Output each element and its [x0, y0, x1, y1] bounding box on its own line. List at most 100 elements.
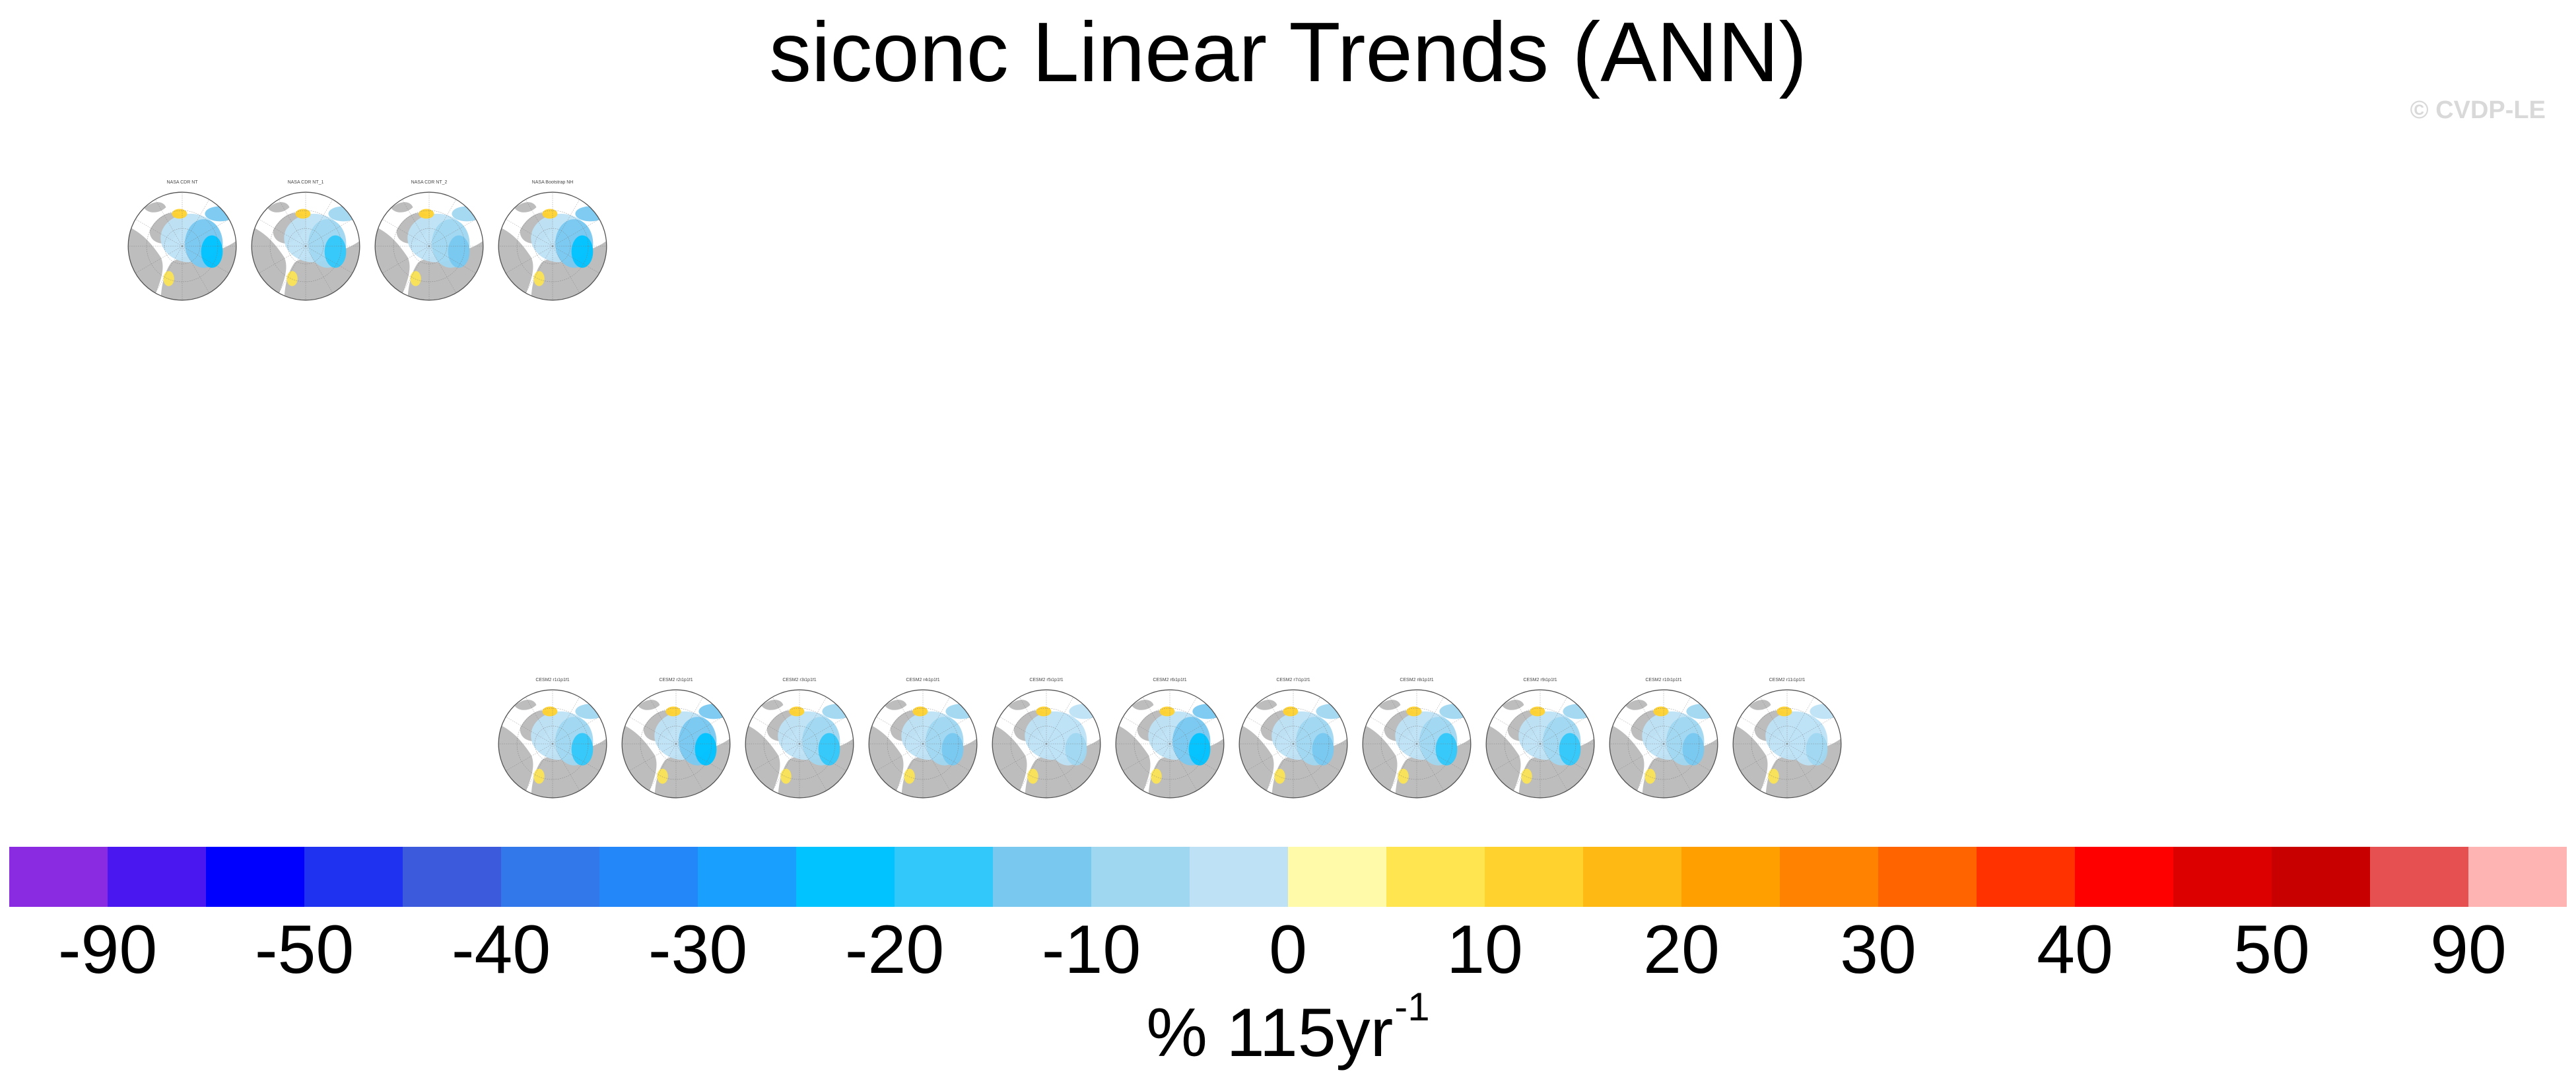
- longitude-line: [506, 246, 553, 274]
- colorbar-tick-label: 10: [1446, 911, 1523, 988]
- longitude-line: [552, 716, 599, 744]
- longitude-line: [1123, 743, 1170, 772]
- colorbar-tick-label: 90: [2430, 911, 2507, 988]
- longitude-line: [182, 246, 229, 274]
- colorbar-swatch: [698, 847, 797, 907]
- land-arctic-islands: [1132, 700, 1154, 710]
- longitude-line: [259, 246, 306, 274]
- trend-field-pacific: [328, 206, 359, 222]
- trend-field-pacific: [945, 704, 976, 719]
- longitude-line: [772, 743, 800, 791]
- trend-field-strong: [324, 235, 347, 268]
- colorbar-tick-label: -50: [254, 911, 355, 988]
- polar-map: [1362, 689, 1472, 799]
- colorbar-tick-label: -10: [1041, 911, 1141, 988]
- trend-field-positive: [295, 209, 311, 219]
- longitude-line: [1416, 697, 1444, 744]
- polar-map: [868, 689, 978, 799]
- trend-field-positive-small: [163, 271, 174, 286]
- longitude-line: [1416, 716, 1464, 744]
- colorbar-swatch: [2173, 847, 2272, 907]
- trend-field-positive-small: [1274, 768, 1285, 784]
- trend-field-positive: [1777, 706, 1792, 717]
- longitude-line: [772, 697, 800, 744]
- colorbar-swatch: [1386, 847, 1485, 907]
- colorbar-tick-label: -90: [57, 911, 158, 988]
- longitude-line: [1493, 743, 1541, 772]
- panel-caption: CESM2 r1i1p1f1: [535, 678, 570, 682]
- colorbar-swatch: [1091, 847, 1190, 907]
- panel-caption: CESM2 r2i1p1f1: [659, 678, 693, 682]
- longitude-line: [1740, 716, 1788, 744]
- polar-map-panel: NASA Bootstrap NH: [493, 180, 612, 306]
- trend-field-strong: [571, 733, 593, 766]
- longitude-line: [1740, 743, 1788, 772]
- longitude-line: [1293, 743, 1321, 791]
- colorbar-tick-label: -30: [648, 911, 748, 988]
- longitude-line: [1000, 743, 1047, 772]
- colorbar-swatch: [9, 847, 108, 907]
- longitude-line: [305, 246, 353, 274]
- longitude-line: [895, 697, 924, 744]
- land-arctic-islands: [514, 202, 537, 213]
- polar-map-panel: CESM2 r7i1p1f1: [1234, 678, 1353, 803]
- map-border: [868, 689, 978, 799]
- longitude-line: [552, 743, 580, 791]
- land-arctic-islands: [638, 700, 660, 710]
- panel-caption: NASA Bootstrap NH: [531, 180, 574, 185]
- trend-field-pacific: [1810, 704, 1841, 719]
- longitude-line: [753, 743, 800, 772]
- polar-map-panel: CESM2 r9i1p1f1: [1481, 678, 1600, 803]
- longitude-line: [154, 199, 183, 247]
- land-arctic-islands: [267, 202, 290, 213]
- land-arctic-islands: [1008, 700, 1031, 710]
- polar-map-panel: NASA CDR NT_1: [246, 180, 365, 306]
- longitude-line: [1046, 716, 1093, 744]
- trend-field-pacific: [1686, 704, 1717, 719]
- map-border: [992, 689, 1101, 799]
- panel-caption: CESM2 r9i1p1f1: [1523, 678, 1557, 682]
- longitude-line: [1169, 743, 1198, 791]
- trend-field-positive: [172, 209, 187, 219]
- longitude-line: [506, 743, 553, 772]
- polar-map: [1609, 689, 1718, 799]
- longitude-line: [428, 246, 476, 274]
- longitude-line: [259, 218, 306, 247]
- longitude-line: [629, 716, 677, 744]
- longitude-line: [1266, 697, 1294, 744]
- land-arctic-islands: [1255, 700, 1277, 710]
- polar-map: [1485, 689, 1595, 799]
- longitude-line: [525, 743, 553, 791]
- trend-field-strong: [201, 235, 223, 268]
- longitude-line: [1759, 743, 1788, 791]
- map-border: [1732, 689, 1842, 799]
- longitude-line: [675, 716, 723, 744]
- polar-map: [127, 191, 237, 301]
- polar-map-panel: CESM2 r10i1p1f1: [1604, 678, 1723, 803]
- trend-field-positive-small: [533, 271, 545, 286]
- trend-field-positive-small: [780, 768, 792, 784]
- longitude-line: [1389, 697, 1417, 744]
- longitude-line: [1293, 697, 1321, 744]
- colorbar: [9, 847, 2567, 907]
- panel-caption: CESM2 r5i1p1f1: [1029, 678, 1064, 682]
- longitude-line: [428, 218, 476, 247]
- longitude-line: [525, 246, 553, 293]
- polar-map: [1732, 689, 1842, 799]
- colorbar-swatch: [2075, 847, 2174, 907]
- trend-field-positive-small: [1768, 768, 1779, 784]
- longitude-line: [1759, 697, 1788, 744]
- longitude-line: [1786, 743, 1815, 791]
- land-arctic-islands: [1502, 700, 1524, 710]
- longitude-line: [675, 743, 704, 791]
- trend-field-pacific: [1563, 704, 1594, 719]
- map-border: [374, 191, 484, 301]
- trend-field-pacific: [698, 704, 729, 719]
- polar-map: [251, 191, 360, 301]
- land-arctic-islands: [885, 700, 907, 710]
- longitude-line: [552, 199, 580, 247]
- map-border: [498, 689, 607, 799]
- polar-map: [992, 689, 1101, 799]
- longitude-line: [1416, 743, 1444, 791]
- panel-caption: CESM2 r11i1p1f1: [1769, 678, 1806, 682]
